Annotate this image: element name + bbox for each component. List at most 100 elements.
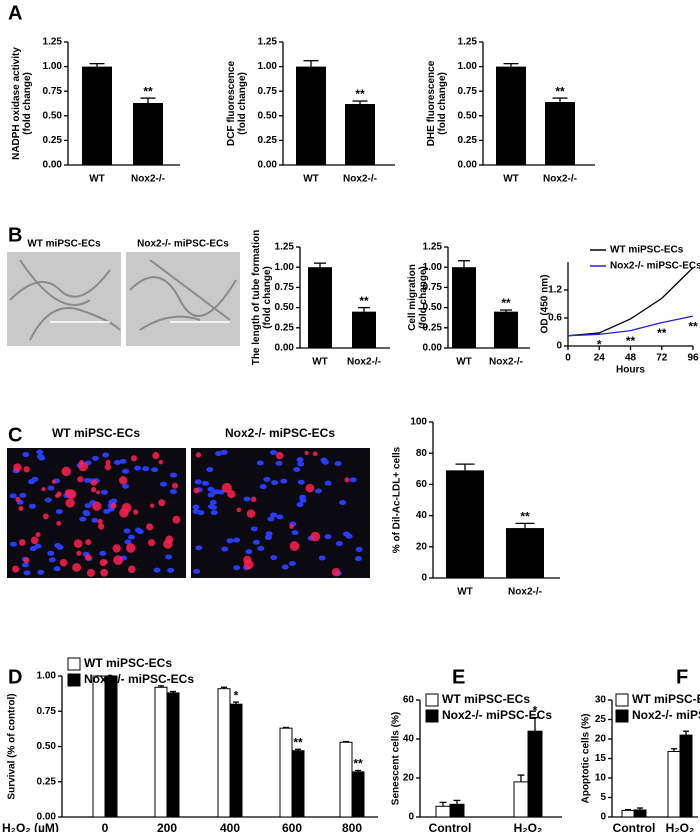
y-tick-label: 10 [595, 773, 607, 784]
y-tick-label: 0.00 [275, 343, 295, 354]
y-tick-label: 1.25 [43, 37, 63, 48]
x-tick-label: Nox2-/- [508, 587, 542, 598]
ldl-stain [13, 463, 22, 472]
nucleus [91, 455, 99, 461]
x-tick-label: WT [312, 357, 328, 368]
bar [452, 267, 476, 348]
ldl-stain [77, 476, 84, 483]
ldl-stain [158, 499, 166, 507]
y-tick-label: 100 [410, 417, 427, 428]
nucleus [318, 555, 326, 561]
ldl-stain [100, 568, 109, 577]
fluorescence-image [191, 448, 370, 578]
legend-swatch [67, 673, 81, 687]
panel-label: B [8, 224, 22, 246]
nucleus [47, 550, 55, 556]
nucleus [299, 497, 307, 503]
significance: ** [143, 84, 153, 98]
bar [352, 311, 376, 348]
ldl-stain [121, 503, 132, 513]
legend-label: WT miPSC-ECs [84, 656, 172, 670]
ldl-stain [304, 450, 309, 455]
nucleus [22, 452, 30, 458]
image-label: WT miPSC-ECs [52, 426, 140, 440]
ldl-stain [243, 559, 254, 570]
ldl-stain [133, 509, 139, 515]
y-axis-label: (fold change) [22, 72, 33, 135]
y-tick-label: 0.50 [275, 302, 295, 313]
nucleus [297, 461, 305, 467]
panel-label: E [452, 666, 465, 688]
nucleus [151, 467, 159, 473]
x-axis-label: H₂O₂ (µM) [2, 821, 59, 832]
ldl-stain [59, 558, 68, 567]
y-tick-label: 0.50 [458, 110, 478, 121]
y-tick-label: 0.75 [458, 86, 478, 97]
ldl-stain [289, 541, 300, 551]
x-tick-label: Nox2-/- [343, 174, 377, 185]
ldl-stain [163, 539, 173, 549]
y-axis-label: OD (450 nm) [540, 275, 551, 334]
nucleus [252, 539, 260, 545]
y-tick-label: 0 [600, 812, 606, 823]
ldl-stain [289, 524, 294, 529]
ldl-stain [149, 503, 155, 508]
y-tick-label: 0 [421, 573, 427, 584]
y-axis-label: (fold change) [262, 266, 273, 329]
ldl-stain [305, 483, 315, 493]
legend-swatch [425, 693, 439, 707]
x-tick-label: WT [457, 587, 473, 598]
image-label: WT miPSC-ECs [27, 239, 101, 250]
x-tick-label: Nox2-/- [347, 357, 381, 368]
nucleus [37, 454, 45, 460]
significance: ** [555, 84, 565, 98]
ldl-stain [193, 487, 200, 494]
ldl-stain [18, 505, 24, 511]
bar [506, 528, 544, 578]
nucleus [193, 568, 201, 574]
x-tick-label: 400 [220, 821, 240, 832]
y-axis-label: (fold change) [418, 266, 429, 329]
nucleus [84, 503, 92, 509]
y-tick-label: 1.00 [275, 262, 295, 273]
bar [217, 688, 231, 818]
bar [92, 675, 106, 818]
nucleus [226, 538, 234, 544]
bar [435, 805, 451, 818]
bar [296, 66, 326, 165]
ldl-stain [246, 509, 256, 518]
x-tick-label: 800 [342, 821, 362, 832]
nucleus [197, 510, 205, 516]
legend-swatch [615, 693, 629, 707]
y-tick-label: 60 [416, 479, 428, 490]
bar [229, 703, 243, 818]
ldl-stain [90, 486, 97, 493]
ldl-stain [110, 502, 117, 509]
nucleus [123, 528, 131, 534]
nucleus [267, 516, 275, 522]
nucleus [29, 546, 37, 552]
legend-label: WT miPSC-ECs [610, 245, 684, 256]
ldl-stain [250, 496, 257, 503]
x-tick-label: 96 [687, 353, 699, 364]
y-tick-label: 0.25 [258, 135, 278, 146]
nucleus [263, 476, 271, 482]
nucleus [291, 530, 299, 536]
y-tick-label: 30 [595, 695, 607, 706]
nucleus [31, 476, 39, 482]
legend-label: Nox2-/- miPSC-ECs [610, 261, 700, 272]
nucleus [296, 457, 304, 463]
significance: ** [657, 326, 667, 340]
y-axis-label: Cell migration [407, 264, 418, 331]
ldl-stain [312, 451, 318, 457]
y-axis-label: (fold change) [237, 72, 248, 135]
ldl-stain [86, 568, 95, 577]
bar [621, 809, 635, 818]
nucleus [270, 512, 278, 518]
ldl-stain [113, 555, 123, 566]
ldl-stain [79, 459, 85, 466]
ldl-stain [56, 521, 62, 526]
x-tick-label: 200 [157, 821, 177, 832]
y-tick-label: 15 [595, 753, 607, 764]
nucleus [82, 509, 90, 515]
